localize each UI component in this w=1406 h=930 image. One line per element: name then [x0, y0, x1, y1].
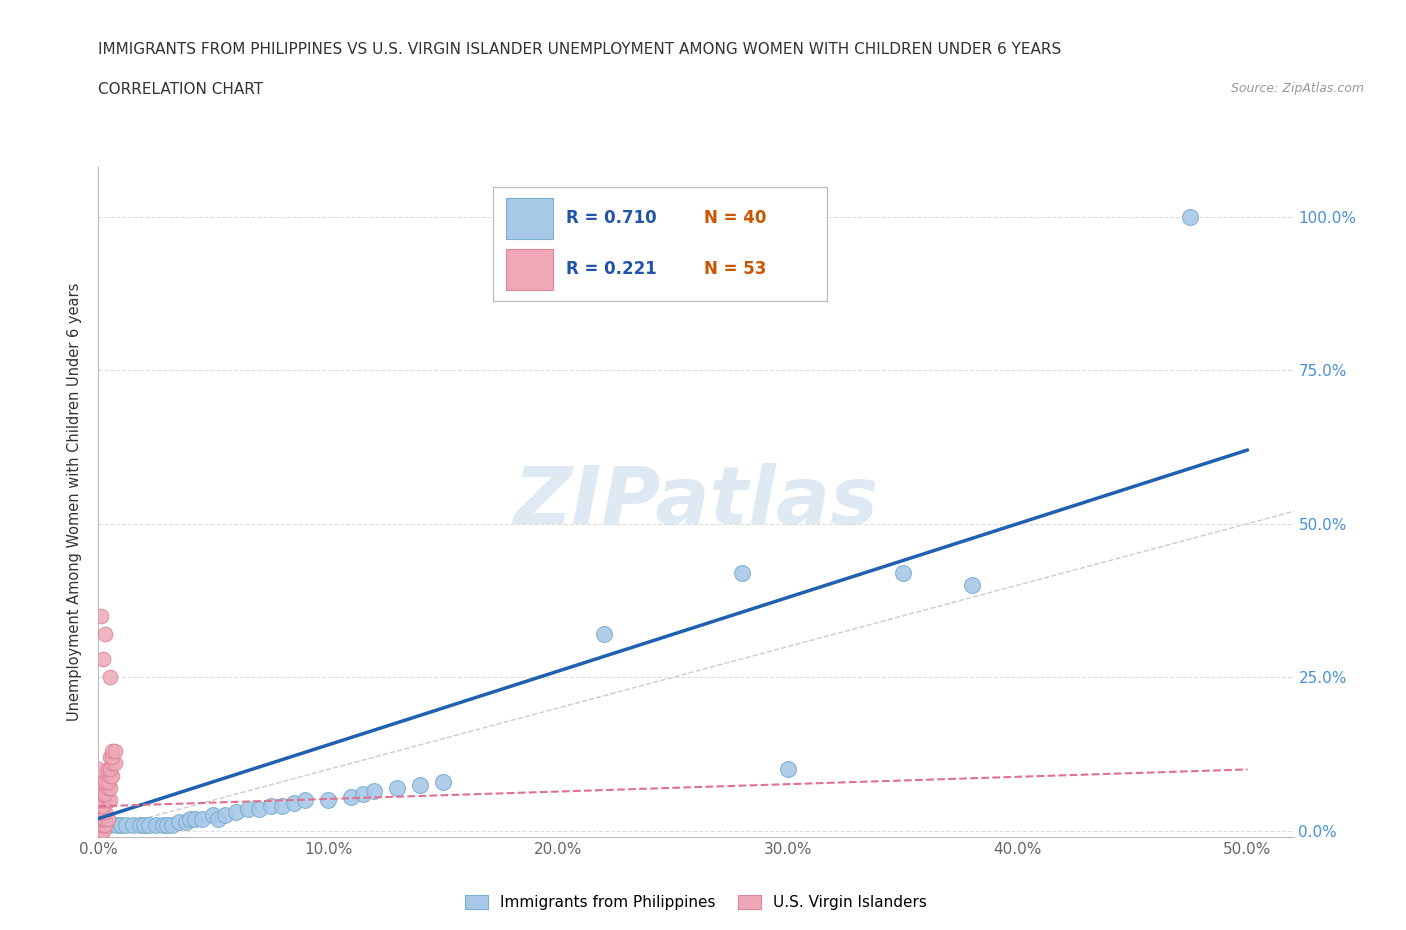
Point — [101, 750, 124, 764]
Point — [91, 787, 114, 802]
Point — [156, 817, 179, 832]
Point — [207, 811, 229, 826]
Point — [90, 805, 112, 820]
Point — [94, 811, 117, 826]
Point — [247, 802, 270, 817]
Point — [179, 811, 201, 826]
Point — [87, 823, 110, 838]
Point — [98, 780, 121, 795]
Point — [94, 787, 117, 802]
Point — [98, 817, 121, 832]
Point — [432, 775, 454, 790]
Point — [138, 817, 160, 832]
Point — [191, 811, 214, 826]
Point — [184, 811, 207, 826]
Point — [87, 792, 110, 807]
Point — [90, 811, 112, 826]
Point — [87, 775, 110, 790]
Point — [101, 768, 124, 783]
Point — [103, 744, 125, 759]
Point — [294, 792, 316, 807]
Point — [90, 823, 112, 838]
Point — [145, 817, 167, 832]
Point — [87, 768, 110, 783]
Point — [891, 565, 914, 580]
Point — [731, 565, 754, 580]
Point — [87, 805, 110, 820]
Point — [271, 799, 294, 814]
Point — [94, 775, 117, 790]
Point — [103, 756, 125, 771]
Point — [90, 787, 112, 802]
Point — [214, 808, 236, 823]
Point — [97, 780, 120, 795]
Point — [115, 817, 138, 832]
Point — [97, 811, 120, 826]
Point — [776, 762, 799, 777]
Point — [340, 790, 363, 804]
Point — [90, 799, 112, 814]
Point — [385, 780, 409, 795]
Point — [87, 811, 110, 826]
Text: ZIPatlas: ZIPatlas — [513, 463, 879, 541]
Point — [91, 811, 114, 826]
Point — [174, 814, 197, 829]
Point — [1178, 209, 1201, 224]
Point — [352, 787, 374, 802]
Point — [94, 805, 117, 820]
Point — [87, 780, 110, 795]
Point — [91, 651, 114, 666]
Point — [87, 787, 110, 802]
Point — [260, 799, 283, 814]
Point — [90, 817, 112, 832]
Point — [110, 817, 132, 832]
Point — [97, 762, 120, 777]
Point — [87, 817, 110, 832]
Point — [91, 805, 114, 820]
Point — [101, 756, 124, 771]
Point — [236, 802, 259, 817]
Text: IMMIGRANTS FROM PHILIPPINES VS U.S. VIRGIN ISLANDER UNEMPLOYMENT AMONG WOMEN WIT: IMMIGRANTS FROM PHILIPPINES VS U.S. VIRG… — [98, 42, 1062, 57]
Point — [91, 823, 114, 838]
Point — [90, 792, 112, 807]
Legend: Immigrants from Philippines, U.S. Virgin Islanders: Immigrants from Philippines, U.S. Virgin… — [458, 889, 934, 916]
Point — [593, 627, 616, 642]
Point — [960, 578, 983, 592]
Point — [90, 780, 112, 795]
Point — [94, 817, 117, 832]
Text: CORRELATION CHART: CORRELATION CHART — [98, 82, 263, 97]
Point — [87, 762, 110, 777]
Point — [98, 768, 121, 783]
Point — [134, 817, 156, 832]
Y-axis label: Unemployment Among Women with Children Under 6 years: Unemployment Among Women with Children U… — [67, 283, 83, 722]
Point — [91, 799, 114, 814]
Text: Source: ZipAtlas.com: Source: ZipAtlas.com — [1230, 82, 1364, 95]
Point — [202, 808, 225, 823]
Point — [409, 777, 432, 792]
Point — [225, 805, 247, 820]
Point — [91, 792, 114, 807]
Point — [152, 817, 174, 832]
Point — [90, 775, 112, 790]
Point — [101, 744, 124, 759]
Point — [160, 817, 183, 832]
Point — [87, 792, 110, 807]
Point — [283, 796, 305, 811]
Point — [91, 817, 114, 832]
Point — [87, 799, 110, 814]
Point — [128, 817, 150, 832]
Point — [363, 783, 385, 798]
Point — [122, 817, 145, 832]
Point — [105, 817, 128, 832]
Point — [90, 608, 112, 623]
Point — [97, 792, 120, 807]
Point — [98, 670, 121, 684]
Point — [94, 627, 117, 642]
Point — [98, 792, 121, 807]
Point — [98, 750, 121, 764]
Point — [316, 792, 339, 807]
Point — [98, 762, 121, 777]
Point — [167, 814, 190, 829]
Point — [97, 775, 120, 790]
